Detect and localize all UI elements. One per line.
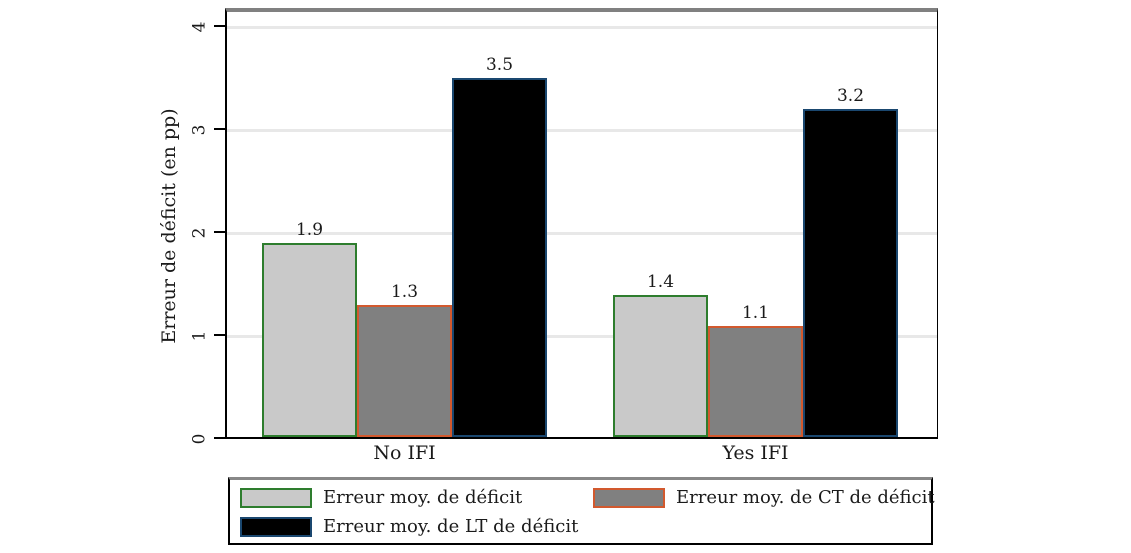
gridline-3 [227, 129, 937, 132]
legend-item-erreur-moy-ct-deficit: Erreur moy. de CT de déficit [593, 488, 935, 508]
y-tick [214, 25, 225, 27]
bar-series3-no-ifi [452, 78, 547, 437]
legend-swatch-icon [240, 517, 312, 537]
bar-value-label: 1.4 [646, 272, 675, 292]
y-tick [214, 128, 225, 130]
legend-label: Erreur moy. de LT de déficit [323, 516, 579, 537]
gridline-4 [227, 26, 937, 29]
bar-value-label: 1.3 [390, 282, 419, 302]
y-tick-label: 4 [189, 21, 210, 33]
legend-swatch-icon [593, 488, 665, 508]
y-tick [214, 231, 225, 233]
x-category-label: No IFI [373, 442, 436, 464]
bar-value-label: 1.9 [295, 220, 324, 240]
x-category-label: Yes IFI [722, 442, 789, 464]
y-tick-label: 1 [189, 330, 210, 342]
gridline-2 [227, 232, 937, 235]
y-axis-title: Erreur de déficit (en pp) [158, 108, 180, 344]
bar-series3-yes-ifi [803, 109, 898, 437]
bar-series2-yes-ifi [708, 326, 803, 437]
bar-value-label: 1.1 [741, 303, 770, 323]
y-tick [214, 437, 225, 439]
legend-item-erreur-moy-deficit: Erreur moy. de déficit [240, 488, 522, 508]
bar-value-label: 3.5 [485, 55, 514, 75]
gridline-1 [227, 335, 937, 338]
legend: Erreur moy. de déficit Erreur moy. de CT… [228, 477, 935, 545]
bar-series1-yes-ifi [613, 295, 708, 437]
y-tick-label: 2 [189, 227, 210, 239]
bar-series1-no-ifi [262, 243, 357, 437]
bar-value-label: 3.2 [836, 86, 865, 106]
legend-item-erreur-moy-lt-deficit: Erreur moy. de LT de déficit [240, 517, 578, 537]
legend-label: Erreur moy. de déficit [323, 487, 523, 508]
y-tick-label: 3 [189, 124, 210, 136]
legend-label: Erreur moy. de CT de déficit [676, 487, 935, 508]
bar-series2-no-ifi [357, 305, 452, 437]
y-tick [214, 334, 225, 336]
y-tick-label: 0 [189, 433, 210, 445]
plot-area: 1.9 1.3 3.5 1.4 1.1 3.2 [225, 8, 938, 439]
legend-swatch-icon [240, 488, 312, 508]
